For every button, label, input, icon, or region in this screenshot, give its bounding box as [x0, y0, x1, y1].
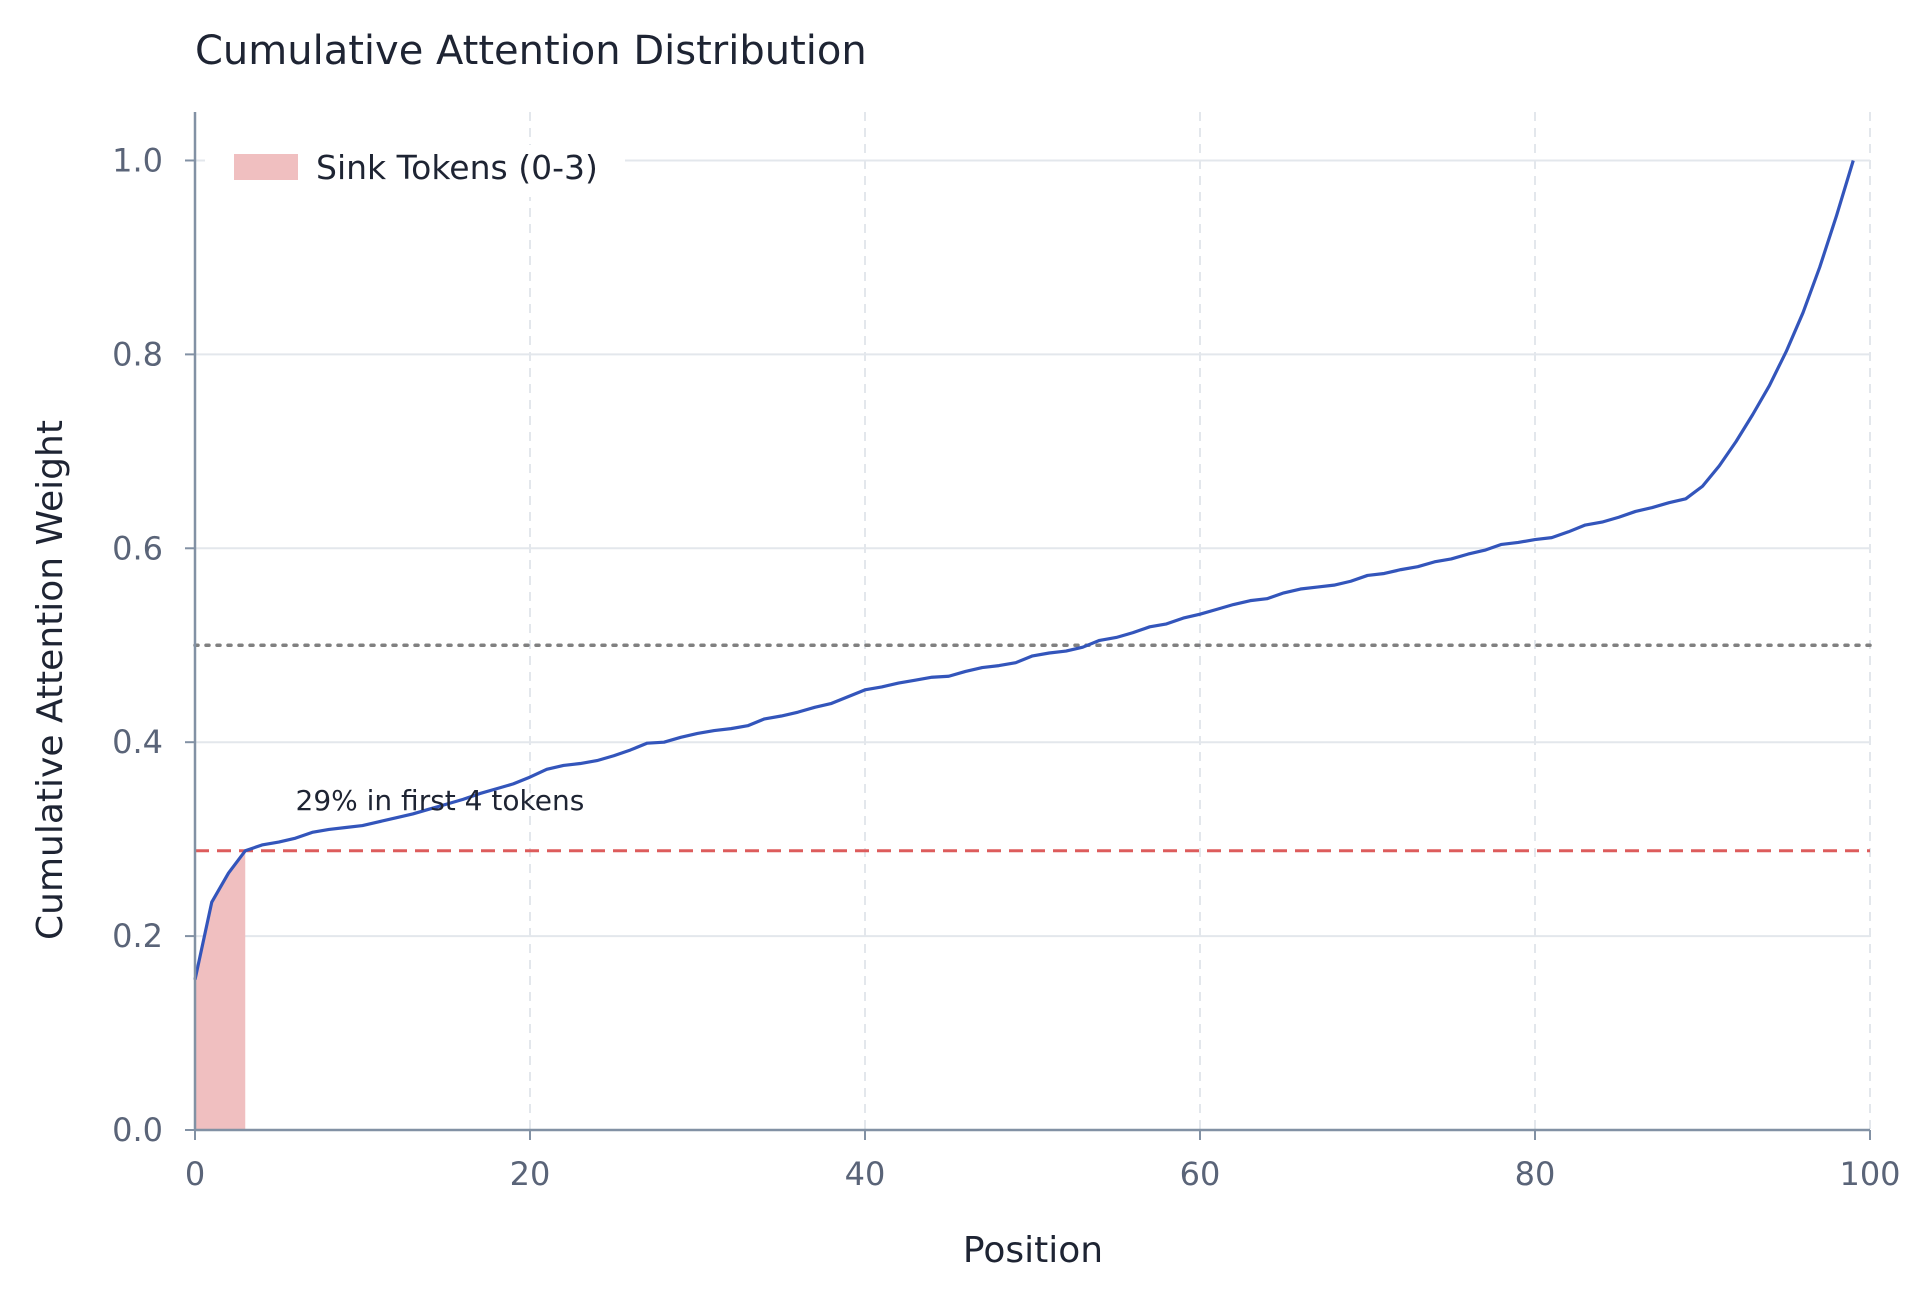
y-ticks: 0.0 0.2 0.4 0.6 0.8 1.0: [112, 141, 195, 1149]
x-tick-label-0: 0: [185, 1155, 205, 1193]
x-tick-label-1: 20: [510, 1155, 551, 1193]
x-tick-label-5: 100: [1839, 1155, 1900, 1193]
y-tick-label-0: 0.0: [112, 1111, 163, 1149]
sink-region: [195, 850, 246, 1130]
x-ticks: 0 20 40 60 80 100: [185, 1130, 1901, 1193]
grid: [195, 112, 1871, 1130]
legend: Sink Tokens (0-3): [205, 145, 625, 197]
y-tick-label-2: 0.4: [112, 723, 163, 761]
y-axis-label: Cumulative Attention Weight: [30, 420, 71, 940]
x-tick-label-2: 40: [845, 1155, 886, 1193]
annotation-sink-share: 29% in first 4 tokens: [296, 784, 585, 817]
y-tick-label-1: 0.2: [112, 917, 163, 955]
x-tick-label-3: 60: [1180, 1155, 1221, 1193]
series: [193, 160, 1855, 981]
legend-label-sink-tokens: Sink Tokens (0-3): [316, 148, 598, 187]
reference-lines: [193, 643, 1872, 853]
x-tick-label-4: 80: [1515, 1155, 1556, 1193]
y-tick-label-4: 0.8: [112, 335, 163, 373]
y-tick-label-3: 0.6: [112, 529, 163, 567]
axes: [193, 112, 1870, 1132]
x-axis-label: Position: [963, 1230, 1103, 1271]
cumulative-attention-line: [193, 160, 1855, 981]
legend-swatch-sink-tokens: [234, 154, 298, 180]
sink-tokens-area: [195, 850, 246, 1130]
chart-title: Cumulative Attention Distribution: [195, 28, 867, 74]
y-tick-label-5: 1.0: [112, 141, 163, 179]
